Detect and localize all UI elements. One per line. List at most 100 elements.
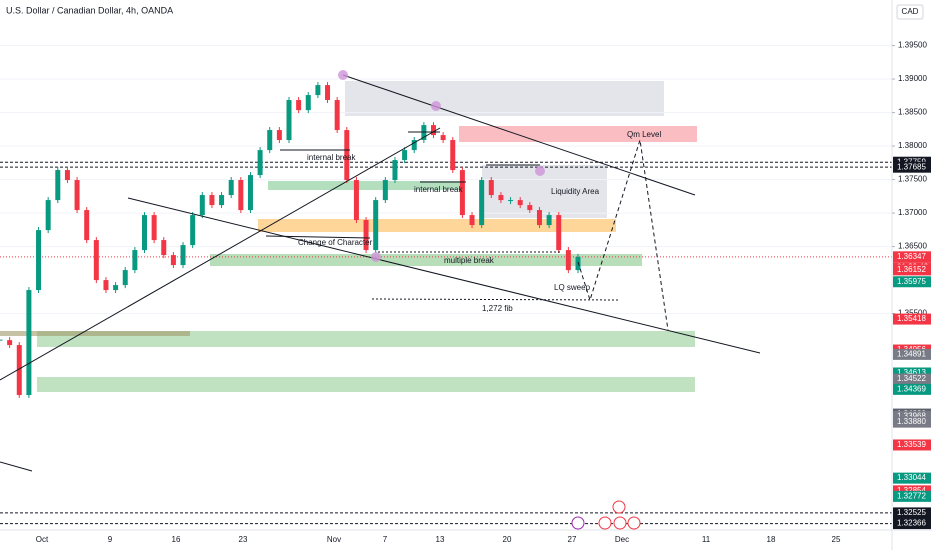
marker <box>431 101 441 111</box>
candle <box>440 135 446 141</box>
price-badge-label: 1.32772 <box>897 491 926 500</box>
x-tick-label: 20 <box>503 535 512 544</box>
event-icons <box>571 500 641 530</box>
currency-button[interactable] <box>896 4 924 20</box>
y-tick-label: 1.38000 <box>898 141 927 150</box>
price-badge-label: 1.35418 <box>897 314 926 323</box>
candle <box>64 170 70 181</box>
candle <box>238 180 244 211</box>
annotation: Change of Character <box>298 238 373 247</box>
price-badge <box>893 410 931 422</box>
price-badge <box>893 439 931 451</box>
event-icon <box>612 500 626 514</box>
price-badge <box>893 313 931 325</box>
candle <box>74 180 80 211</box>
drawings <box>0 70 761 472</box>
candles <box>0 82 581 399</box>
candle <box>527 205 533 211</box>
candle <box>556 215 562 251</box>
marker <box>338 70 348 80</box>
candle <box>219 195 225 206</box>
price-badge <box>893 348 931 360</box>
y-tick-label: 1.38500 <box>898 108 927 117</box>
candle <box>334 100 340 131</box>
annotation: internal break <box>307 153 356 162</box>
price-badge-label: 1.34891 <box>897 349 926 358</box>
candle <box>363 220 369 251</box>
candle <box>84 210 90 241</box>
price-badge-label: 1.37685 <box>897 162 926 171</box>
projection <box>577 139 669 331</box>
y-tick-label: 1.39000 <box>898 74 927 83</box>
trendline <box>0 127 441 381</box>
candle <box>7 340 13 346</box>
candle <box>151 215 157 241</box>
price-badge-label: 1.34369 <box>897 384 926 393</box>
zone <box>268 181 460 190</box>
price-badge-label: 1.36347 <box>897 252 926 261</box>
price-badge <box>893 518 931 530</box>
candle <box>190 215 196 246</box>
x-tick-label: 27 <box>568 535 577 544</box>
price-badge <box>893 490 931 502</box>
x-tick-label: Oct <box>36 535 49 544</box>
candle <box>199 195 205 216</box>
zone <box>459 126 697 142</box>
currency[interactable]: CAD <box>902 7 919 16</box>
annotations: internal break internal break Change of … <box>298 130 661 313</box>
marker <box>535 166 545 176</box>
candle <box>431 125 436 136</box>
trendline <box>127 197 761 354</box>
annotation: multiple break <box>444 256 495 265</box>
candle <box>546 215 552 226</box>
candle <box>26 290 32 396</box>
price-badge <box>893 367 931 379</box>
candle <box>565 250 571 271</box>
candle <box>267 130 273 151</box>
price-badge-label: 1.33968 <box>897 411 926 420</box>
candle <box>257 150 263 176</box>
candle <box>344 130 350 181</box>
price-badge-label: 1.32366 <box>897 519 926 528</box>
candle <box>517 200 523 206</box>
price-badge-label: 1.33539 <box>897 440 926 449</box>
candle <box>508 200 514 202</box>
candle <box>93 240 99 281</box>
candle <box>450 140 456 171</box>
candle <box>16 345 22 396</box>
annotation: Qm Level <box>627 130 661 139</box>
price-badge-label: 1.33044 <box>897 473 926 482</box>
zone <box>258 219 616 232</box>
x-tick-label: 9 <box>108 535 113 544</box>
x-tick-label: 25 <box>832 535 841 544</box>
candle <box>459 170 465 216</box>
candle <box>498 195 504 201</box>
candle <box>536 210 542 226</box>
event-icon <box>571 516 585 530</box>
candle <box>276 130 282 141</box>
candle <box>421 125 427 141</box>
price-axis: 1.39500 1.39000 1.38500 1.38000 1.37500 1.370… <box>892 41 931 530</box>
price-badge-label: 1.36152 <box>897 265 926 274</box>
candle <box>353 180 359 221</box>
candle <box>315 85 321 96</box>
candle <box>392 160 398 181</box>
candle <box>286 100 292 141</box>
candle <box>209 195 215 206</box>
x-tick-label: 11 <box>702 535 711 544</box>
price-badge-label: 1.34613 <box>897 368 926 377</box>
price-badge <box>893 251 931 263</box>
x-tick-label: Nov <box>327 535 341 544</box>
candle <box>402 150 408 161</box>
event-icon <box>627 516 641 530</box>
price-badge-label: 1.35975 <box>897 277 926 286</box>
price-badge <box>893 161 931 173</box>
y-tick-label: 1.36500 <box>898 242 927 251</box>
time-axis: Oct 9 16 23 Nov 7 13 20 27 Dec 11 18 25 <box>36 535 841 544</box>
y-tick-label: 1.39500 <box>898 41 927 50</box>
candle <box>411 140 417 151</box>
y-tick-label: 1.37000 <box>898 208 927 217</box>
candle <box>373 200 379 251</box>
event-icon <box>613 516 627 530</box>
